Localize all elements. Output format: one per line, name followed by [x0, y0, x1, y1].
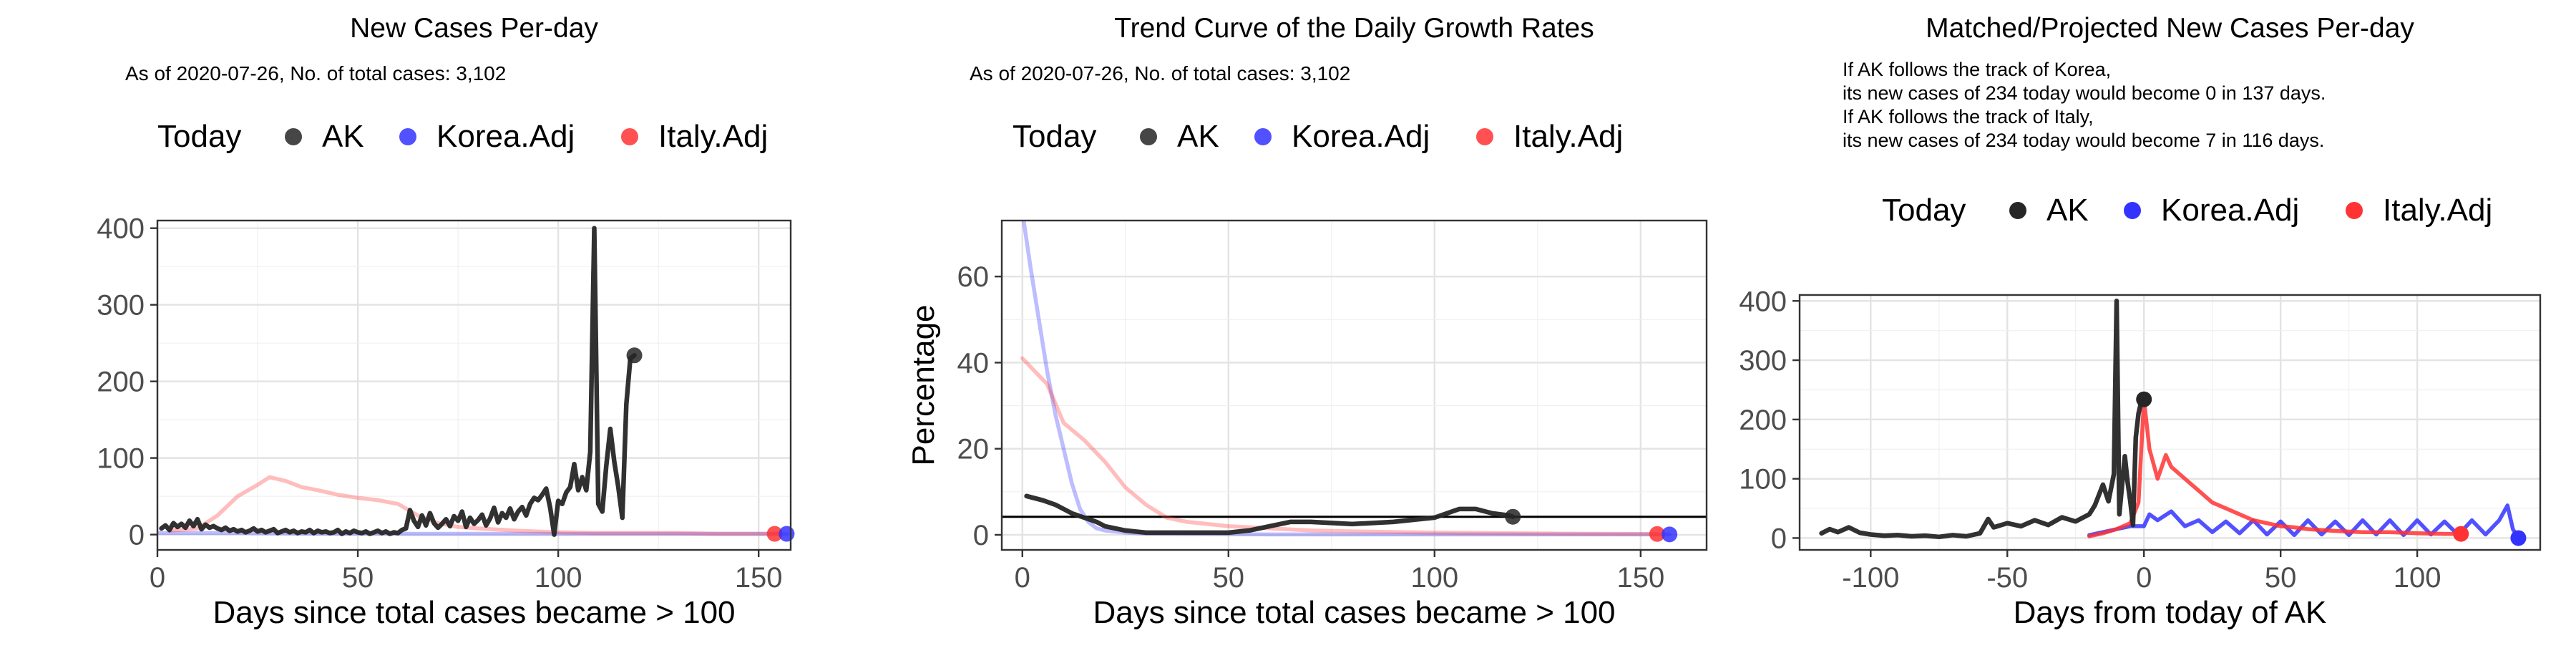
series-group [157, 226, 789, 537]
plot-area [157, 221, 791, 550]
legend-marker [285, 128, 302, 145]
chart-subtitle: As of 2020-07-26, No. of total cases: 3,… [970, 62, 1350, 84]
legend-item: Italy.Adj [2383, 193, 2492, 228]
x-tick-label: 100 [1410, 562, 1458, 594]
x-tick-label: 50 [342, 562, 374, 594]
y-tick-label: 40 [957, 347, 990, 379]
series-line-ak [159, 226, 637, 537]
chart-note-line: If AK follows the track of Italy, [1843, 106, 2094, 127]
x-tick-label: 150 [1616, 562, 1664, 594]
grid [156, 221, 791, 550]
y-axis-title: Percentage [906, 304, 941, 465]
x-tick-label: 50 [1213, 562, 1245, 594]
series-line-italy-adj [1020, 356, 1659, 536]
legend-item: Korea.Adj [2161, 193, 2299, 228]
y-tick-label: 200 [97, 367, 145, 398]
legend-item: AK [322, 119, 364, 154]
y-tick-label: 0 [129, 520, 145, 551]
x-tick-label: 100 [2394, 562, 2441, 594]
legend-marker [2124, 202, 2141, 219]
y-tick-label: 20 [957, 434, 990, 465]
y-tick-label: 400 [97, 213, 145, 245]
legend-marker [2009, 202, 2026, 219]
legend-marker [1254, 128, 1272, 145]
series-line-italy-adj [167, 475, 781, 536]
chart-panel-2: Trend Curve of the Daily Growth Rates As … [906, 13, 1708, 630]
x-tick-label: 100 [535, 562, 582, 594]
chart-panel-1: New Cases Per-day As of 2020-07-26, No. o… [97, 13, 795, 630]
legend-marker [1476, 128, 1493, 145]
chart-title: New Cases Per-day [350, 13, 598, 44]
series-line-ak [1024, 493, 1516, 536]
today-point-italy-adj [766, 526, 783, 542]
y-tick-label: 300 [1739, 345, 1787, 377]
x-axis-title: Days since total cases became > 100 [213, 595, 735, 630]
series-line-ak [1819, 299, 2147, 540]
x-tick-label: -50 [1986, 562, 2028, 594]
today-point-italy-adj [1649, 526, 1665, 542]
y-tick-label: 300 [97, 290, 145, 321]
y-tick-label: 200 [1739, 405, 1787, 436]
legend-marker [621, 128, 638, 145]
plot-area [1002, 221, 1707, 550]
legend-marker [399, 128, 416, 145]
legend-marker [2346, 202, 2363, 219]
legend-item: Italy.Adj [658, 119, 768, 154]
x-tick-label: 50 [2265, 562, 2297, 594]
series-group [1002, 221, 1707, 537]
y-tick-label: 100 [97, 443, 145, 475]
plot-border [1000, 219, 1708, 551]
plot-border [156, 219, 792, 551]
today-point-korea-adj [779, 526, 795, 542]
x-axis-title: Days since total cases became > 100 [1093, 595, 1615, 630]
chart-title: Matched/Projected New Cases Per-day [1926, 13, 2414, 44]
chart-title: Trend Curve of the Daily Growth Rates [1114, 13, 1594, 44]
today-point-korea-adj [1662, 526, 1678, 543]
chart-legend: Today AK Korea.Adj Italy.Adj [1013, 119, 1623, 154]
chart-legend: Today AK Korea.Adj Italy.Adj [1882, 193, 2492, 228]
chart-legend: Today AK Korea.Adj Italy.Adj [157, 119, 768, 154]
legend-item: Korea.Adj [1292, 119, 1430, 154]
x-tick-label: 0 [1015, 562, 1030, 594]
legend-item: Korea.Adj [436, 119, 575, 154]
y-tick-label: 0 [973, 520, 989, 551]
series-line-italy-adj [2087, 397, 2463, 538]
x-tick-label: 150 [735, 562, 783, 594]
chart-note-line: its new cases of 234 today would become … [1843, 82, 2326, 104]
x-tick-label: 0 [150, 562, 165, 594]
legend-title: Today [1882, 193, 1966, 228]
legend-marker [1140, 128, 1157, 145]
today-point-korea-adj [2510, 530, 2527, 546]
y-tick-label: 0 [1771, 523, 1787, 554]
x-tick-label: -100 [1842, 562, 1899, 594]
y-tick-label: 100 [1739, 464, 1787, 495]
x-axis-title: Days from today of AK [2014, 595, 2327, 630]
today-point-ak [2136, 391, 2152, 407]
today-point-ak [626, 347, 643, 364]
chart-subtitle: As of 2020-07-26, No. of total cases: 3,… [125, 62, 506, 84]
today-point-italy-adj [2453, 526, 2469, 542]
legend-item: AK [2046, 193, 2089, 228]
legend-item: AK [1177, 119, 1219, 154]
grid [1002, 221, 1707, 550]
chart-note-line: its new cases of 234 today would become … [1843, 130, 2324, 151]
legend-title: Today [1013, 119, 1096, 154]
today-point-ak [1505, 508, 1521, 525]
plot-border [1798, 294, 2542, 551]
legend-item: Italy.Adj [1513, 119, 1623, 154]
y-tick-label: 60 [957, 261, 990, 293]
chart-panel-3: Matched/Projected New Cases Per-day If AK… [1739, 13, 2542, 630]
x-tick-label: 0 [2136, 562, 2152, 594]
legend-title: Today [157, 119, 241, 154]
chart-note-line: If AK follows the track of Korea, [1843, 59, 2111, 80]
y-tick-label: 400 [1739, 286, 1787, 317]
